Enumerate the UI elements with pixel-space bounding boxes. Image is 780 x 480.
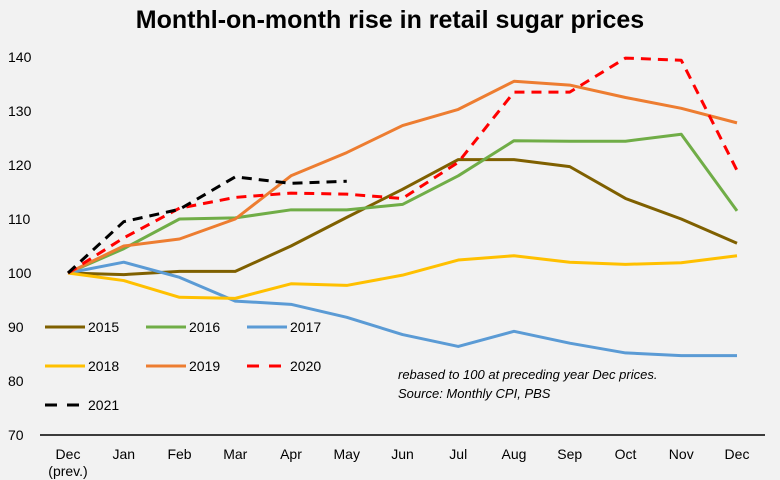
y-tick-label: 80 xyxy=(8,373,24,389)
series-line-2018 xyxy=(67,254,738,300)
x-tick-label: Sep xyxy=(557,446,582,462)
y-tick-label: 130 xyxy=(8,103,32,119)
y-tick-label: 110 xyxy=(8,211,31,227)
x-tick-label: Dec xyxy=(56,446,81,462)
x-tick-label: Jun xyxy=(391,446,414,462)
series-line-2015 xyxy=(67,158,738,277)
x-tick-label: Dec xyxy=(725,446,750,462)
x-tick-label: Oct xyxy=(615,446,637,462)
legend-label-2017: 2017 xyxy=(290,319,321,335)
x-tick-label: Nov xyxy=(669,446,694,462)
series-line-2021 xyxy=(66,175,347,275)
legend-label-2015: 2015 xyxy=(88,319,119,335)
x-tick-label: Aug xyxy=(502,446,527,462)
x-tick-label: May xyxy=(334,446,360,462)
y-tick-label: 140 xyxy=(8,49,32,65)
x-tick-label: Mar xyxy=(223,446,247,462)
x-tick-label: (prev.) xyxy=(48,463,87,479)
legend-label-2019: 2019 xyxy=(189,358,220,374)
legend-label-2021: 2021 xyxy=(88,397,119,413)
legend-label-2020: 2020 xyxy=(290,358,321,374)
x-tick-label: Jan xyxy=(112,446,135,462)
y-tick-label: 120 xyxy=(8,157,32,173)
x-tick-label: Apr xyxy=(280,446,302,462)
annotation-source: Source: Monthly CPI, PBS xyxy=(398,386,551,401)
x-tick-label: Jul xyxy=(449,446,467,462)
y-tick-label: 90 xyxy=(8,319,24,335)
legend-label-2018: 2018 xyxy=(88,358,119,374)
y-tick-label: 100 xyxy=(8,265,32,281)
legend-label-2016: 2016 xyxy=(189,319,220,335)
y-tick-label: 70 xyxy=(8,427,24,443)
chart-title: Monthl-on-month rise in retail sugar pri… xyxy=(135,6,645,34)
annotation-rebased: rebased to 100 at preceding year Dec pri… xyxy=(398,367,658,382)
series-line-2019 xyxy=(67,79,738,275)
x-tick-label: Feb xyxy=(167,446,191,462)
